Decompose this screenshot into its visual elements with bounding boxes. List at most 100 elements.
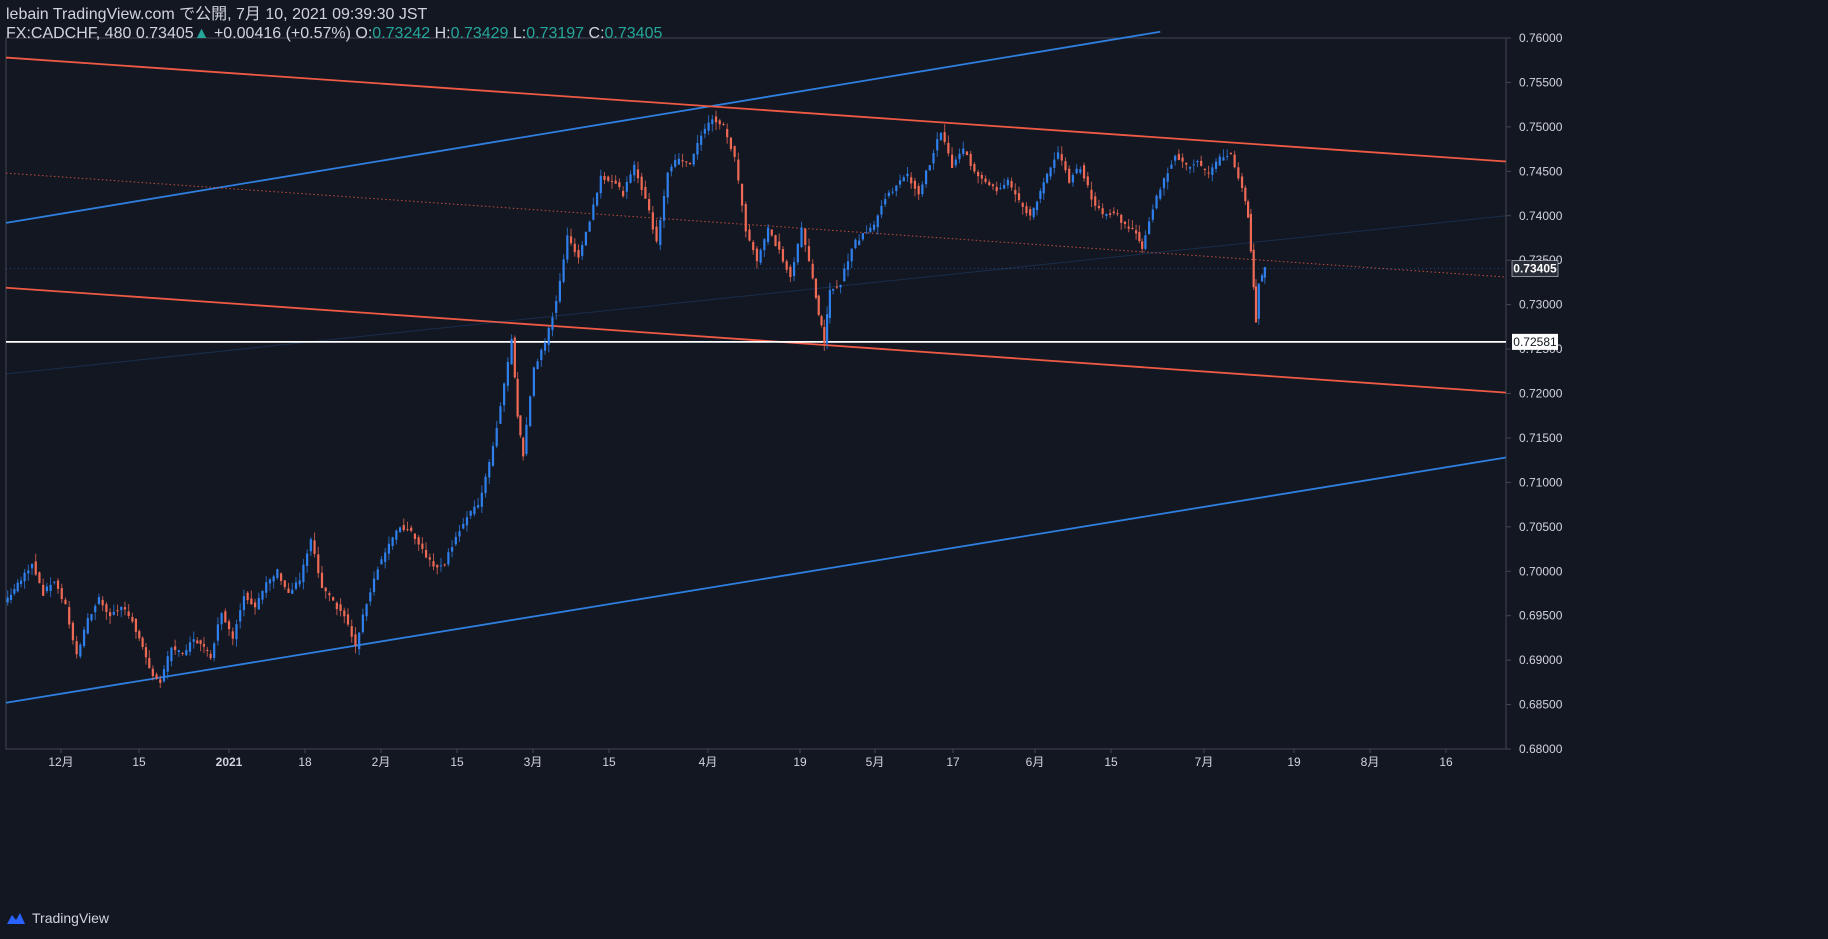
candle-body: [1120, 214, 1123, 223]
candle-body: [108, 612, 112, 617]
candle-body: [677, 158, 680, 165]
candle-body: [213, 643, 216, 658]
candle-body: [105, 604, 108, 612]
candle-body: [283, 580, 286, 588]
x-tick-label: 19: [1287, 755, 1301, 769]
candle-body: [755, 248, 759, 262]
candle-body: [148, 657, 151, 669]
candle-body: [1064, 161, 1067, 171]
candle-body: [622, 190, 625, 197]
candle-body: [68, 607, 71, 625]
candle-body: [138, 631, 141, 639]
candle-body: [1105, 214, 1108, 216]
candle-body: [19, 580, 23, 585]
footer-brand[interactable]: TradingView: [6, 910, 109, 926]
y-tick-label: 0.70000: [1519, 564, 1563, 578]
candle-body: [752, 242, 755, 251]
candle-body: [666, 172, 669, 198]
candle-body: [123, 607, 127, 610]
candle-body: [603, 175, 606, 180]
candle-body: [943, 132, 946, 143]
candle-body: [711, 119, 714, 125]
candle-body: [651, 212, 654, 230]
candle-body: [607, 176, 610, 181]
last-price-tag: [1511, 260, 1559, 277]
candle-body: [56, 580, 60, 589]
candle-body: [558, 280, 562, 302]
candle-body: [811, 263, 814, 279]
candle-body: [659, 220, 662, 246]
candle-body: [744, 204, 747, 232]
candle-body: [991, 184, 995, 187]
candle-body: [465, 517, 469, 526]
candle-body: [480, 492, 483, 507]
low-label: L:: [512, 25, 527, 42]
candle-body: [354, 634, 357, 646]
candle-body: [49, 584, 52, 592]
candle-body: [1240, 176, 1244, 188]
candle-body: [696, 142, 699, 155]
candle-body: [995, 186, 998, 192]
symbol-ohlc-line: FX:CADCHF, 480 0.73405▲ +0.00416 (+0.57%…: [6, 24, 662, 43]
time-axis[interactable]: 12月 15 2021 18 2月 15 3月 15 4月 19 5月 17 6月 15 7月 19 8月 16: [48, 749, 1453, 769]
candle-body: [781, 249, 785, 262]
candle-body: [1155, 195, 1158, 209]
candle-body: [287, 588, 290, 593]
candle-body: [380, 559, 383, 565]
candle-body: [1135, 230, 1138, 234]
candle-body: [1185, 162, 1188, 165]
candle-body: [1249, 213, 1252, 252]
candle-body: [1151, 209, 1154, 220]
candle-body: [27, 570, 30, 574]
candle-body: [1159, 189, 1162, 199]
candle-body: [387, 543, 390, 554]
y-tick-label: 0.69500: [1519, 609, 1563, 623]
chart-header: lebain TradingView.com で公開, 7月 10, 2021 …: [6, 5, 662, 43]
candle-body: [999, 187, 1002, 189]
candle-body: [206, 650, 209, 652]
candle-body: [939, 132, 943, 141]
close-value: 0.73405: [604, 25, 663, 42]
candle-body: [79, 644, 82, 657]
candle-body: [372, 578, 376, 593]
candle-body: [402, 525, 405, 531]
candle-body: [825, 314, 829, 344]
candle-body: [1042, 182, 1045, 194]
candle-body: [947, 142, 950, 154]
candle-body: [525, 424, 528, 454]
candle-body: [969, 153, 972, 166]
x-tick-label: 8月: [1361, 755, 1380, 769]
candle-body: [216, 624, 219, 641]
candle-body: [778, 241, 781, 250]
candle-body: [1170, 164, 1173, 169]
candle-body: [804, 228, 807, 245]
up-arrow-icon: ▲: [193, 25, 210, 42]
candle-body: [1174, 155, 1177, 161]
candle-body: [369, 592, 372, 602]
candle-body: [6, 597, 9, 603]
candle-body: [86, 618, 89, 634]
candle-body: [1045, 173, 1049, 183]
candle-body: [823, 327, 826, 344]
candle-body: [339, 604, 342, 611]
candle-body: [159, 679, 162, 683]
publish-line: lebain TradingView.com で公開, 7月 10, 2021 …: [6, 6, 428, 23]
y-tick-label: 0.74000: [1519, 209, 1563, 223]
candle-body: [1068, 168, 1071, 183]
candle-body: [358, 632, 361, 650]
candle-body: [75, 641, 78, 655]
candle-body: [1101, 208, 1104, 215]
candle-body: [220, 613, 223, 625]
y-tick-label: 0.76000: [1519, 31, 1563, 45]
price-axis[interactable]: 0.760000.755000.750000.745000.740000.735…: [1506, 31, 1563, 756]
candle-body: [328, 593, 331, 596]
candle-body: [662, 195, 666, 221]
candle-body: [272, 576, 275, 582]
trendline-blue-channel-upper: [5, 30, 1161, 224]
candle-body: [843, 268, 846, 282]
x-tick-label: 7月: [1195, 755, 1214, 769]
candle-body: [462, 523, 465, 529]
candle-body: [134, 618, 138, 632]
